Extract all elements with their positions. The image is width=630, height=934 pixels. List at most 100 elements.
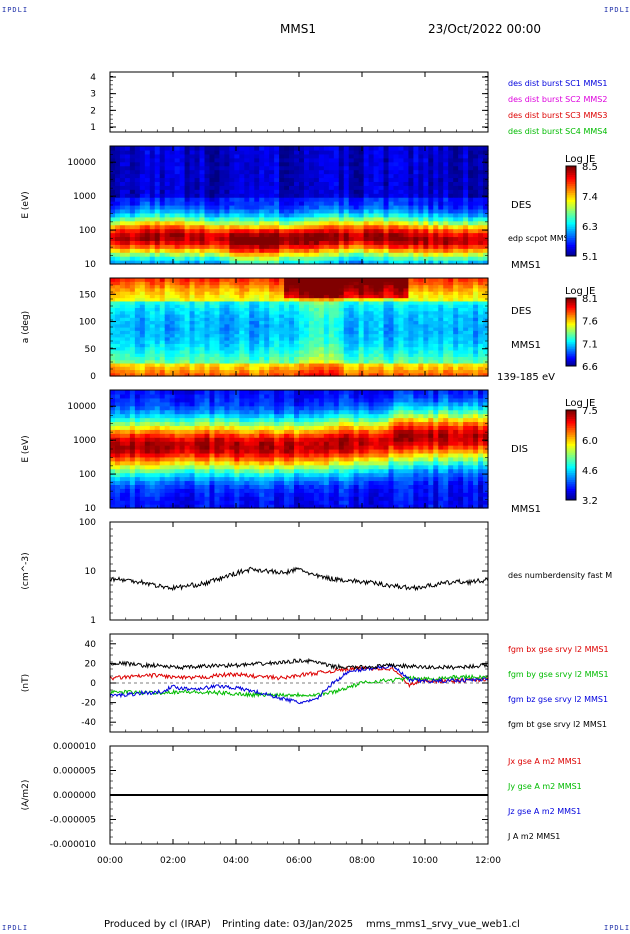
- spectrogram-cell: [199, 208, 206, 214]
- spectrogram-cell: [418, 149, 424, 155]
- spectrogram-cell: [299, 281, 305, 286]
- spectrogram-cell: [388, 307, 395, 312]
- spectrogram-cell: [463, 281, 469, 286]
- spectrogram-cell: [368, 287, 375, 292]
- spectrogram-cell: [294, 291, 300, 295]
- spectrogram-cell: [448, 181, 454, 186]
- spectrogram-cell: [239, 356, 245, 361]
- spectrogram-cell: [144, 197, 151, 202]
- spectrogram-cell: [110, 359, 116, 364]
- spectrogram-cell: [164, 185, 171, 190]
- spectrogram-cell: [413, 165, 419, 171]
- spectrogram-cell: [398, 252, 405, 257]
- spectrogram-cell: [214, 287, 221, 292]
- spectrogram-cell: [478, 343, 484, 348]
- spectrogram-cell: [234, 161, 240, 167]
- spectrogram-cell: [209, 240, 216, 245]
- spectrogram-cell: [408, 208, 414, 214]
- spectrogram-cell: [388, 248, 395, 253]
- spectrogram-cell: [338, 189, 345, 194]
- spectrogram-cell: [224, 244, 230, 249]
- spectrogram-cell: [129, 323, 136, 328]
- spectrogram-cell: [209, 343, 216, 348]
- spectrogram-cell: [194, 197, 201, 202]
- spectrogram-cell: [184, 353, 191, 357]
- spectrogram-cell: [174, 343, 181, 348]
- spectrogram-cell: [179, 205, 186, 210]
- colorbar-step: [566, 177, 576, 180]
- spectrogram-cell: [164, 349, 171, 354]
- spectrogram-cell: [478, 372, 484, 377]
- spectrogram-cell: [448, 340, 454, 344]
- colorbar-step: [566, 195, 576, 198]
- spectrogram-cell: [403, 349, 410, 354]
- spectrogram-cell: [383, 208, 390, 214]
- spectrogram-cell: [139, 212, 146, 218]
- spectrogram-cell: [478, 333, 484, 338]
- spectrogram-cell: [289, 161, 295, 167]
- spectrogram-cell: [179, 224, 186, 230]
- spectrogram-cell: [313, 228, 320, 234]
- spectrogram-cell: [453, 181, 459, 186]
- spectrogram-cell: [328, 173, 335, 179]
- spectrogram-cell: [189, 165, 196, 171]
- spectrogram-cell: [443, 177, 449, 182]
- spectrogram-cell: [269, 248, 275, 253]
- spectrogram-cell: [154, 181, 161, 186]
- spectrogram-cell: [338, 252, 345, 257]
- spectrogram-cell: [229, 173, 235, 179]
- spectrogram-cell: [244, 260, 250, 265]
- spectrogram-cell: [144, 281, 151, 286]
- spectrogram-cell: [438, 197, 444, 202]
- spectrogram-cell: [308, 256, 315, 261]
- spectrogram-cell: [229, 244, 235, 249]
- spectrogram-cell: [413, 197, 419, 202]
- spectrogram-cell: [209, 181, 216, 186]
- spectrogram-cell: [279, 181, 285, 186]
- spectrogram-cell: [348, 161, 355, 167]
- spectrogram-cell: [274, 284, 280, 289]
- spectrogram-cell: [393, 294, 400, 299]
- spectrogram-cell: [114, 300, 121, 305]
- spectrogram-cell: [114, 165, 121, 171]
- spectrogram-cell: [189, 256, 196, 261]
- spectrogram-cell: [403, 260, 410, 265]
- spectrogram-cell: [194, 372, 201, 377]
- spectrogram-cell: [483, 205, 489, 210]
- spectrogram-cell: [134, 323, 141, 328]
- spectrogram-cell: [199, 287, 206, 292]
- spectrogram-cell: [199, 313, 206, 318]
- spectrogram-cell: [149, 240, 156, 245]
- spectrogram-cell: [114, 185, 121, 190]
- spectrogram-cell: [423, 220, 429, 226]
- spectrogram-cell: [279, 177, 285, 182]
- spectrogram-cell: [299, 201, 305, 206]
- spectrogram-cell: [448, 284, 454, 289]
- spectrogram-cell: [323, 349, 330, 354]
- spectrogram-cell: [184, 240, 191, 245]
- spectrogram-cell: [348, 224, 355, 230]
- spectrogram-cell: [313, 173, 320, 179]
- spectrogram-cell: [204, 327, 211, 331]
- spectrogram-cell: [264, 327, 270, 331]
- spectrogram-cell: [194, 216, 201, 222]
- spectrogram-cell: [294, 333, 300, 338]
- spectrogram-cell: [229, 343, 235, 348]
- spectrogram-cell: [333, 359, 340, 364]
- spectrogram-cell: [413, 291, 419, 295]
- spectrogram-cell: [110, 278, 116, 282]
- y-tick-label: 50: [85, 345, 97, 355]
- spectrogram-cell: [234, 236, 240, 241]
- spectrogram-cell: [408, 317, 414, 322]
- spectrogram-cell: [194, 256, 201, 261]
- spectrogram-cell: [343, 343, 350, 348]
- spectrogram-cell: [154, 291, 161, 295]
- spectrogram-cell: [373, 340, 380, 344]
- spectrogram-cell: [403, 149, 410, 155]
- spectrogram-cell: [274, 193, 280, 198]
- spectrogram-cell: [453, 336, 459, 341]
- spectrogram-cell: [244, 193, 250, 198]
- spectrogram-cell: [129, 346, 136, 351]
- spectrogram-cell: [393, 291, 400, 295]
- spectrogram-cell: [333, 240, 340, 245]
